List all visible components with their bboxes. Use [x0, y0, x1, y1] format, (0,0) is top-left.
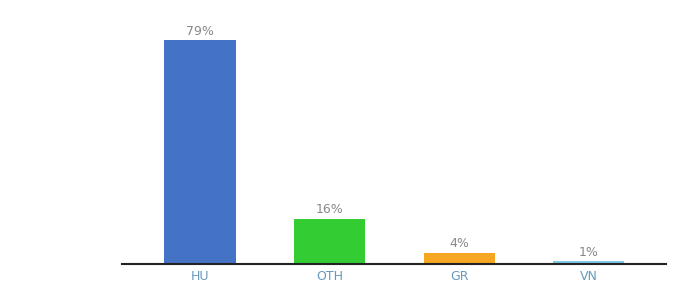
Bar: [294, 219, 365, 264]
Bar: [553, 261, 624, 264]
Text: 79%: 79%: [186, 25, 214, 38]
Text: 1%: 1%: [579, 246, 598, 259]
Text: 16%: 16%: [316, 203, 343, 217]
Bar: [165, 40, 236, 264]
Text: 4%: 4%: [449, 237, 469, 250]
Bar: [424, 253, 495, 264]
